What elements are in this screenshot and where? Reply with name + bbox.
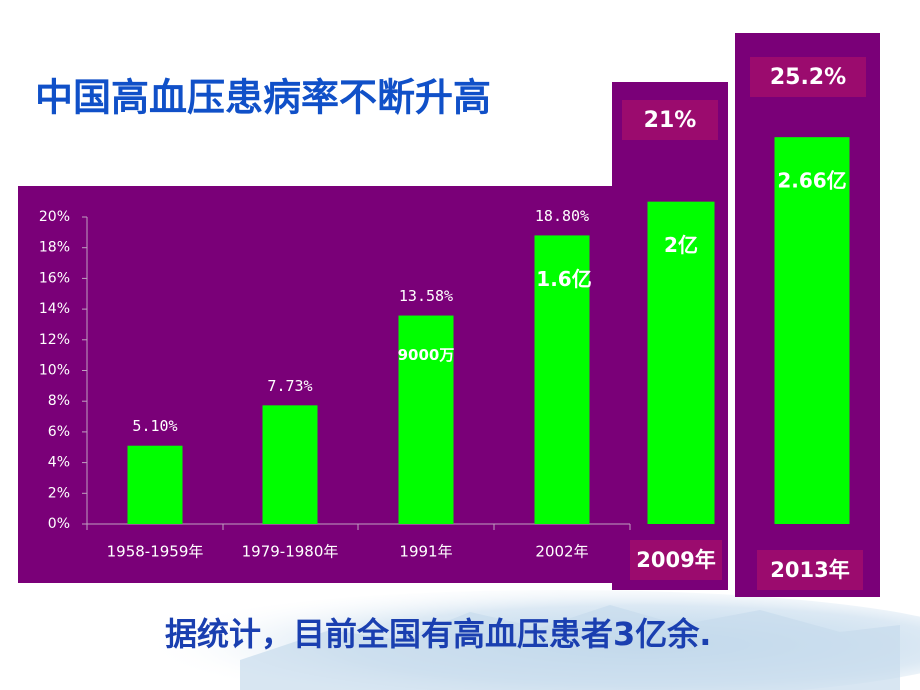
patient-label: 1.6亿 bbox=[536, 267, 591, 291]
y-tick-label: 20% bbox=[39, 209, 70, 225]
x-tick-label: 2002年 bbox=[535, 543, 588, 561]
value-label-box bbox=[750, 57, 866, 97]
bar bbox=[262, 405, 318, 524]
bar bbox=[774, 137, 850, 524]
bar bbox=[647, 201, 715, 524]
value-label: 5.10% bbox=[132, 417, 177, 435]
x-label-box bbox=[757, 550, 863, 590]
x-tick-label: 1958-1959年 bbox=[107, 543, 204, 561]
y-tick-label: 6% bbox=[48, 424, 70, 440]
y-tick-label: 2% bbox=[48, 485, 70, 501]
value-label: 18.80% bbox=[535, 207, 589, 225]
y-tick-label: 4% bbox=[48, 455, 70, 471]
patient-label: 2亿 bbox=[664, 233, 698, 257]
bar bbox=[534, 235, 590, 525]
value-label: 25.2% bbox=[770, 65, 846, 90]
x-label-box bbox=[630, 540, 722, 580]
y-tick-label: 10% bbox=[39, 363, 70, 379]
y-tick-label: 14% bbox=[39, 301, 70, 317]
x-tick-label: 1979-1980年 bbox=[242, 543, 339, 561]
y-tick-label: 8% bbox=[48, 393, 70, 409]
patient-label: 2.66亿 bbox=[777, 169, 846, 193]
bar bbox=[398, 315, 454, 524]
value-label-box bbox=[622, 100, 718, 140]
title: 中国高血压患病率不断升高 bbox=[35, 76, 491, 120]
y-tick-label: 12% bbox=[39, 332, 70, 348]
patient-label: 9000万 bbox=[398, 346, 455, 364]
value-label: 21% bbox=[644, 108, 697, 133]
footer-text: 据统计，目前全国有高血压患者3亿余. bbox=[165, 615, 711, 653]
y-tick-label: 18% bbox=[39, 240, 70, 256]
mountains bbox=[240, 605, 900, 690]
x-tick-label: 2009年 bbox=[636, 548, 715, 572]
y-tick-label: 16% bbox=[39, 270, 70, 286]
bar bbox=[127, 445, 183, 524]
value-label: 7.73% bbox=[267, 377, 312, 395]
x-tick-label: 2013年 bbox=[770, 558, 849, 582]
x-tick-label: 1991年 bbox=[399, 543, 452, 561]
y-tick-label: 0% bbox=[48, 516, 70, 532]
value-label: 13.58% bbox=[399, 287, 453, 305]
